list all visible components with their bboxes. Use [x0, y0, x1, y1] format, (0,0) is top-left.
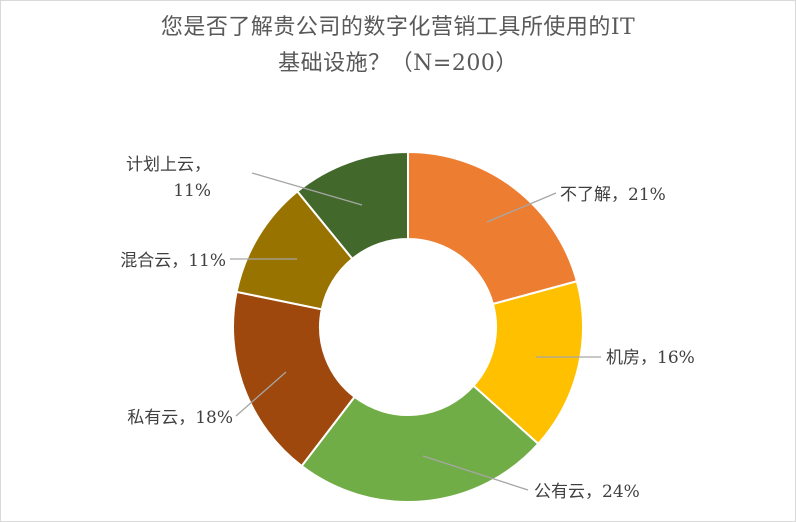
leader-lines	[230, 172, 601, 491]
slice-1	[407, 150, 579, 306]
slice-labels: 不了解，21% 机房，16% 公有云，24% 私有云，18% 混合云，11% 计划上云， 1…	[120, 155, 695, 502]
slice-6	[295, 150, 409, 261]
data-label-1: 不了解，21%	[560, 185, 666, 205]
data-label-2: 机房，16%	[606, 348, 695, 368]
slice-3	[300, 384, 540, 503]
data-label-3: 公有云，24%	[534, 482, 640, 502]
slice-4	[232, 290, 356, 468]
donut-slices	[232, 150, 584, 503]
leader-line-4	[235, 371, 287, 417]
data-label-6-line-1: 计划上云，	[126, 155, 211, 175]
chart-title: 您是否了解贵公司的数字化营销工具所使用的IT 基础设施？（N=200）	[0, 10, 796, 82]
chart-title-line-1: 您是否了解贵公司的数字化营销工具所使用的IT	[160, 15, 636, 40]
leader-line-6	[251, 172, 363, 206]
data-label-5: 混合云，11%	[120, 251, 226, 271]
data-label-6-line-2: 11%	[173, 181, 211, 201]
leader-line-1	[486, 192, 557, 223]
chart-title-line-2: 基础设施？（N=200）	[278, 51, 518, 76]
data-label-4: 私有云，18%	[127, 408, 233, 428]
leader-line-3	[422, 455, 529, 491]
